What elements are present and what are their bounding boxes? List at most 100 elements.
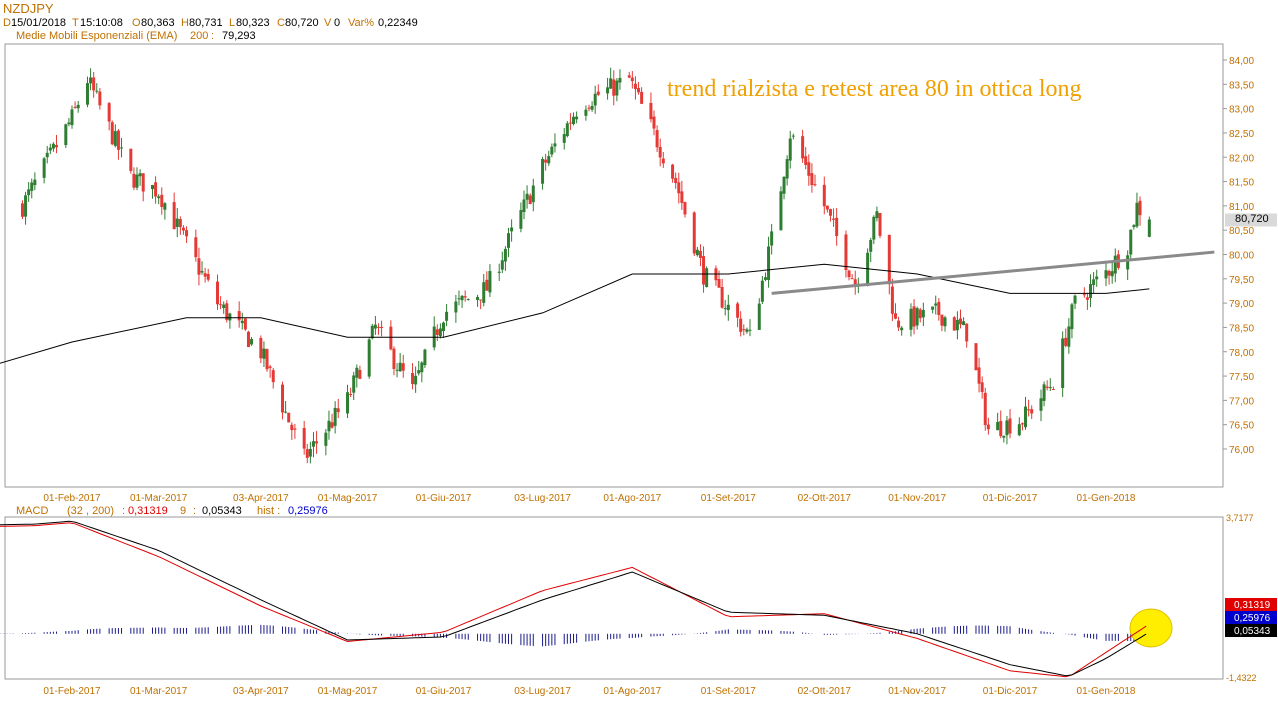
signal-period: 9 [180, 505, 186, 517]
candle-body [921, 309, 925, 318]
candle-body [1005, 420, 1009, 436]
candle-body [980, 382, 984, 393]
candle-body [705, 268, 709, 288]
candle-body [649, 102, 653, 120]
candle-body [661, 158, 665, 164]
support-trendline[interactable] [771, 250, 1215, 295]
candle-body [287, 412, 291, 423]
candle-body [878, 212, 882, 236]
candle-body [1064, 337, 1068, 346]
candle-body [392, 348, 396, 369]
candle-body [246, 331, 250, 348]
candle-body [810, 173, 814, 186]
ema-sep: : [211, 30, 214, 42]
candle-body [243, 318, 247, 330]
candle-body [1104, 270, 1108, 279]
macd-x-tick-label: 02-Ott-2017 [798, 686, 852, 697]
candle-body [181, 227, 185, 231]
annotation-text: trend rialzista e retest area 80 in otti… [667, 76, 1082, 102]
candle-body [237, 311, 241, 321]
price-y-tick-label: 81,00 [1229, 202, 1254, 213]
candle-body [717, 279, 721, 288]
candle-body [813, 184, 817, 186]
candle-body [695, 249, 699, 256]
candle-body [1132, 225, 1136, 228]
candle-body [281, 384, 285, 413]
candle-body [955, 319, 959, 331]
candle-body [677, 182, 681, 194]
price-y-tick-label: 76,50 [1229, 421, 1254, 432]
candle-body [33, 179, 37, 186]
price-x-tick-label: 01-Mag-2017 [318, 493, 378, 504]
ema-period: 200 [190, 30, 208, 42]
candle-body [934, 303, 938, 306]
price-x-tick-label: 01-Set-2017 [701, 493, 756, 504]
var-value: 0,22349 [378, 17, 418, 29]
candle-body [70, 109, 74, 126]
macd-x-tick-label: 01-Mar-2017 [130, 686, 188, 697]
candle-body [1107, 270, 1111, 276]
candle-body [720, 287, 724, 308]
macd-value: 0,31319 [128, 505, 168, 517]
macd-legend: MACD (32 , 200) : 0,31319 9 : 0,05343 hi… [16, 505, 328, 517]
candle-body [875, 211, 879, 219]
candle-body [893, 313, 897, 319]
candle-body [268, 366, 272, 368]
time-value: 15:10:08 [80, 17, 123, 29]
candle-body [872, 216, 876, 240]
candle-body [225, 303, 229, 321]
candle-body [850, 278, 854, 280]
candle-body [315, 441, 319, 444]
open-value: 80,363 [141, 17, 175, 29]
candle-body [952, 317, 956, 331]
high-label: H [181, 17, 189, 29]
candle-body [27, 189, 31, 196]
candle-body [996, 421, 1000, 431]
candle-body [1126, 255, 1130, 270]
candle-body [1082, 294, 1086, 296]
price-y-tick-label: 83,00 [1229, 105, 1254, 116]
var-label: Var% [348, 17, 374, 29]
candle-body [723, 308, 727, 310]
price-x-tick-label: 01-Mar-2017 [130, 493, 188, 504]
candle-body [1002, 435, 1006, 438]
candle-body [912, 306, 916, 327]
price-y-tick-label: 78,00 [1229, 348, 1254, 359]
candle-body [367, 339, 371, 377]
candle-body [757, 303, 761, 330]
candle-body [832, 218, 836, 220]
candle-body [615, 80, 619, 96]
candle-body [974, 343, 978, 371]
candle-body [110, 122, 114, 145]
candle-body [150, 185, 154, 190]
candle-body [1095, 276, 1099, 280]
price-y-tick-label: 76,00 [1229, 445, 1254, 456]
candle-body [770, 231, 774, 246]
candle-body [782, 176, 786, 194]
candle-body [931, 306, 935, 310]
candle-body [64, 124, 68, 146]
candle-body [804, 156, 808, 165]
candle-body [1147, 219, 1151, 237]
candle-body [609, 78, 613, 89]
candle-body [476, 296, 480, 300]
candle-body [633, 83, 637, 90]
macd-x-tick-label: 01-Feb-2017 [43, 686, 101, 697]
candle-body [522, 199, 526, 213]
macd-name: MACD [16, 505, 48, 517]
candle-body [380, 326, 384, 329]
candle-body [958, 318, 962, 325]
signal-value: 0,05343 [202, 505, 242, 517]
price-x-tick-label: 03-Lug-2017 [514, 493, 571, 504]
price-x-tick-label: 03-Apr-2017 [233, 493, 289, 504]
candle-body [940, 314, 944, 326]
candle-body [692, 212, 696, 254]
candle-body [454, 301, 458, 313]
candle-body [420, 362, 424, 373]
macd-tag-box [1225, 611, 1277, 624]
candle-body [259, 338, 263, 359]
candle-body [986, 424, 990, 430]
candle-body [1042, 384, 1046, 401]
candle-body [1045, 386, 1049, 388]
